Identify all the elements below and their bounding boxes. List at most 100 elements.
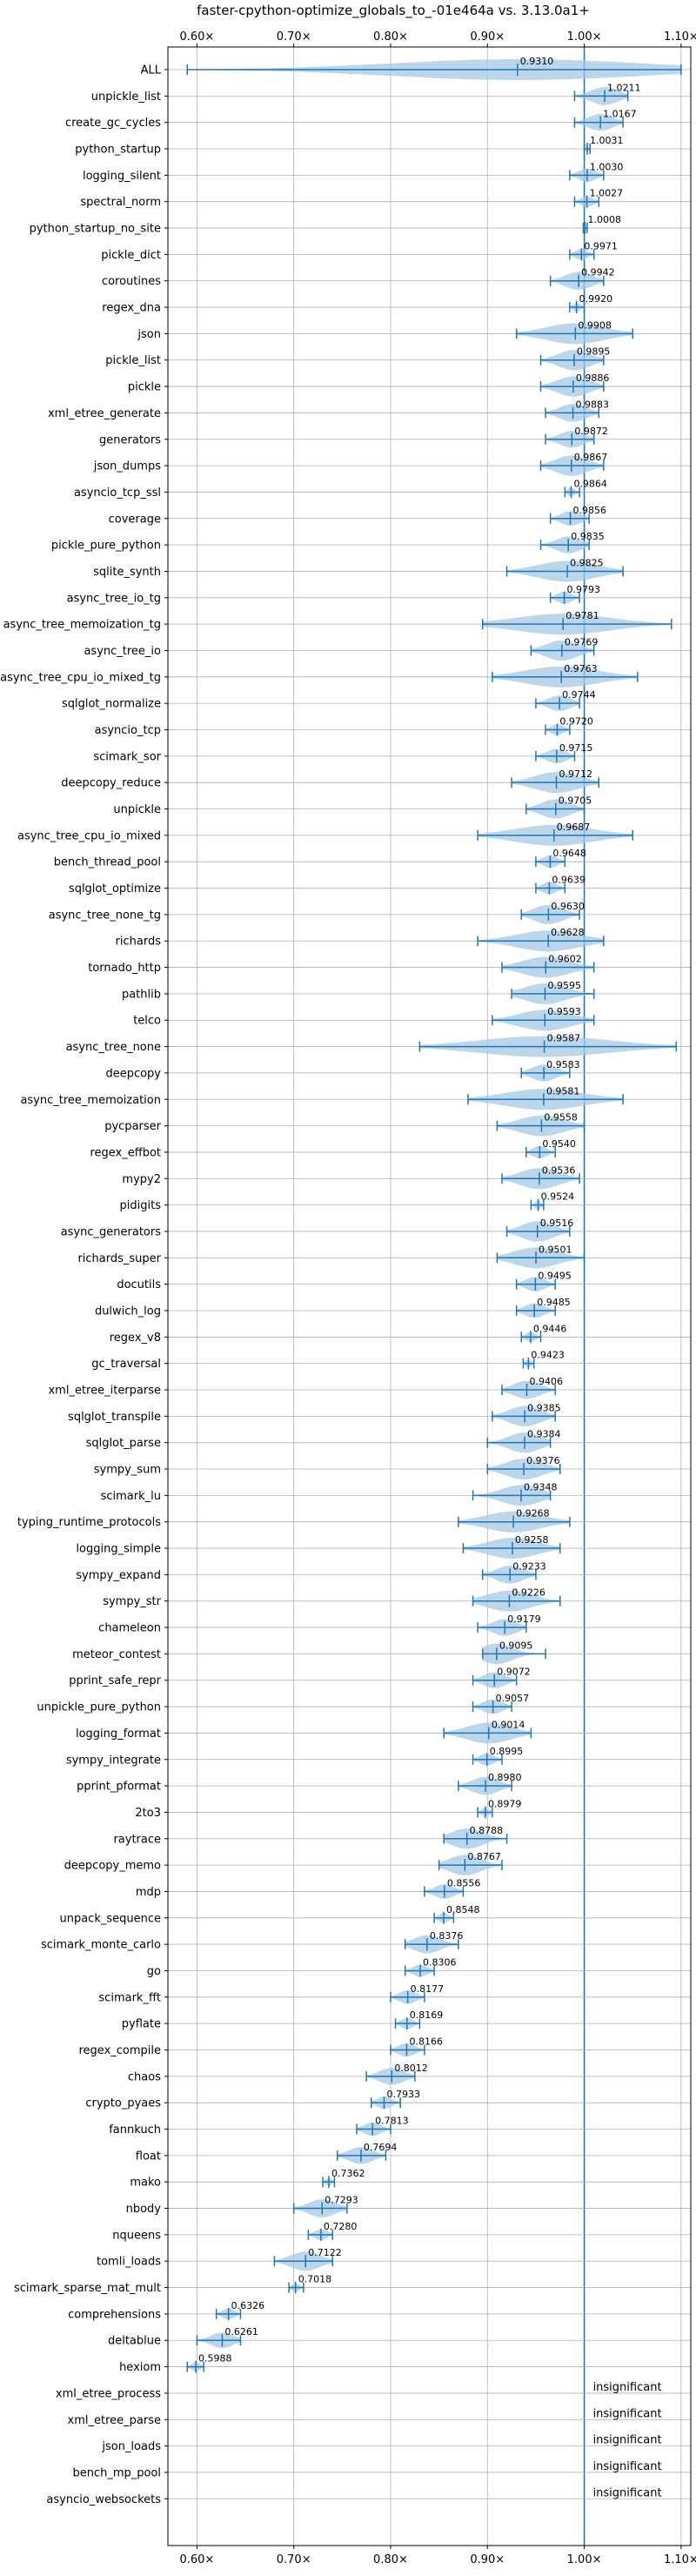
y-tick-label: async_tree_io xyxy=(84,645,161,658)
y-tick-label: logging_format xyxy=(76,1727,161,1741)
y-tick-label: regex_effbot xyxy=(90,1146,161,1159)
y-tick-label: async_tree_cpu_io_mixed xyxy=(17,829,161,842)
value-label: 0.9971 xyxy=(584,240,618,252)
y-tick-label: async_tree_cpu_io_mixed_tg xyxy=(0,671,161,684)
y-tick-label: scimark_sparse_mat_mult xyxy=(14,2282,161,2295)
y-tick-label: pathlib xyxy=(122,988,161,1001)
y-tick-label: scimark_lu xyxy=(101,1490,161,1503)
insignificant-label: insignificant xyxy=(593,2460,662,2473)
x-tick-label-bottom: 1.10× xyxy=(664,2553,696,2566)
x-tick-label-top: 1.00× xyxy=(567,30,602,44)
value-label: 1.0008 xyxy=(587,214,621,225)
y-tick-label: regex_v8 xyxy=(110,1332,161,1345)
value-label: 0.8788 xyxy=(470,1825,504,1836)
y-tick-label: pickle_pure_python xyxy=(51,540,161,553)
value-label: 0.9648 xyxy=(552,848,586,859)
value-label: 1.0167 xyxy=(603,109,637,120)
y-tick-label: pycparser xyxy=(104,1120,161,1133)
value-label: 0.9310 xyxy=(520,56,554,67)
value-label: 0.9769 xyxy=(565,636,599,647)
y-tick-label: typing_runtime_protocols xyxy=(17,1516,161,1529)
value-label: 0.9856 xyxy=(573,505,607,516)
chart-title: faster-cpython-optimize_globals_to_-01e4… xyxy=(197,3,590,19)
y-tick-label: go xyxy=(147,1965,161,1978)
y-tick-label: spectral_norm xyxy=(80,196,161,209)
value-label: 0.9908 xyxy=(578,319,612,331)
y-tick-label: scimark_fft xyxy=(98,1991,161,2004)
value-label: 0.9763 xyxy=(564,663,598,674)
value-label: 0.8995 xyxy=(490,1746,524,1757)
y-tick-label: async_tree_none_tg xyxy=(49,909,161,922)
value-label: 0.8012 xyxy=(394,2063,428,2074)
y-tick-label: nqueens xyxy=(112,2229,161,2242)
value-label: 0.9384 xyxy=(527,1429,561,1440)
y-tick-label: sympy_expand xyxy=(76,1569,161,1582)
y-tick-label: unpickle xyxy=(113,803,161,816)
y-tick-label: tornado_http xyxy=(88,962,161,975)
value-label: 0.9712 xyxy=(559,768,593,780)
y-tick-label: sympy_integrate xyxy=(66,1754,161,1767)
y-tick-label: comprehensions xyxy=(68,2308,161,2321)
y-tick-label: sympy_sum xyxy=(94,1464,161,1477)
y-tick-label: asyncio_tcp_ssl xyxy=(74,486,161,500)
value-label: 0.9705 xyxy=(559,795,592,807)
value-label: 0.8166 xyxy=(409,2036,443,2048)
y-axis-labels: ALL unpickle_list create_gc_cycles python_s… xyxy=(0,64,168,2506)
value-label: 0.8979 xyxy=(488,1798,522,1809)
value-label: 0.9446 xyxy=(533,1323,567,1334)
value-label: 0.9942 xyxy=(581,267,615,278)
x-tick-label-bottom: 0.60× xyxy=(179,2553,214,2566)
value-label: 0.9268 xyxy=(516,1508,550,1519)
y-tick-label: sympy_str xyxy=(103,1595,161,1608)
x-axis-ticks: 0.60× 0.60× 0.70× 0.70× 0.80× 0.80× 0.90× 0.90×… xyxy=(179,30,696,2566)
value-label: 0.7293 xyxy=(325,2195,358,2206)
value-label: 0.9825 xyxy=(570,557,604,568)
y-tick-label: pickle_dict xyxy=(101,249,161,262)
y-tick-label: coroutines xyxy=(102,275,161,288)
x-tick-label-bottom: 1.00× xyxy=(567,2553,602,2566)
value-label: 0.7933 xyxy=(387,2089,421,2100)
y-tick-label: hexiom xyxy=(119,2361,161,2374)
value-label: 0.9536 xyxy=(542,1164,576,1176)
y-tick-label: regex_compile xyxy=(78,2044,161,2057)
y-tick-label: coverage xyxy=(109,513,161,526)
y-tick-label: xml_etree_process xyxy=(56,2387,161,2400)
y-tick-label: generators xyxy=(99,433,161,446)
value-label: 0.9014 xyxy=(492,1719,525,1730)
y-tick-label: unpickle_list xyxy=(91,91,161,104)
y-tick-label: sqlite_synth xyxy=(93,566,161,579)
value-label: 0.9072 xyxy=(497,1667,531,1678)
y-tick-label: json_loads xyxy=(101,2440,161,2453)
value-label: 0.9226 xyxy=(512,1587,545,1599)
y-tick-label: json xyxy=(137,328,161,341)
value-label: 0.9793 xyxy=(567,584,601,595)
insignificant-label: insignificant xyxy=(593,2381,662,2394)
y-tick-label: asyncio_tcp xyxy=(95,724,161,737)
y-tick-label: create_gc_cycles xyxy=(65,117,161,130)
violins: 0.9310 1.0211 1.0167 1.0031 1.0030 1.0027 1.00… xyxy=(186,56,682,2499)
value-label: 0.7362 xyxy=(331,2168,365,2179)
value-label: 0.9516 xyxy=(540,1218,574,1229)
value-label: 0.9423 xyxy=(531,1350,565,1361)
value-label: 0.9558 xyxy=(544,1112,578,1124)
value-label: 0.8376 xyxy=(430,1930,463,1942)
y-tick-label: sqlglot_transpile xyxy=(68,1411,161,1424)
value-label: 0.9095 xyxy=(499,1640,533,1651)
y-tick-label: sqlglot_optimize xyxy=(69,882,161,896)
value-label: 0.9581 xyxy=(546,1085,580,1097)
y-tick-label: 2to3 xyxy=(135,1807,161,1820)
y-tick-label: regex_dna xyxy=(102,302,161,315)
value-label: 0.9406 xyxy=(529,1376,563,1387)
value-label: 0.9687 xyxy=(557,822,591,833)
y-tick-label: pickle xyxy=(128,381,161,394)
y-tick-label: unpickle_pure_python xyxy=(37,1701,161,1714)
value-label: 1.0027 xyxy=(590,188,624,199)
value-label: 0.9835 xyxy=(571,531,605,542)
x-tick-label-bottom: 0.90× xyxy=(470,2553,505,2566)
y-tick-label: chaos xyxy=(128,2070,161,2083)
y-tick-label: sqlglot_normalize xyxy=(62,698,161,711)
value-label: 0.9781 xyxy=(566,610,599,621)
y-tick-label: logging_silent xyxy=(83,170,161,183)
y-tick-label: xml_etree_generate xyxy=(48,407,161,420)
y-tick-label: async_tree_memoization_tg xyxy=(3,619,161,632)
